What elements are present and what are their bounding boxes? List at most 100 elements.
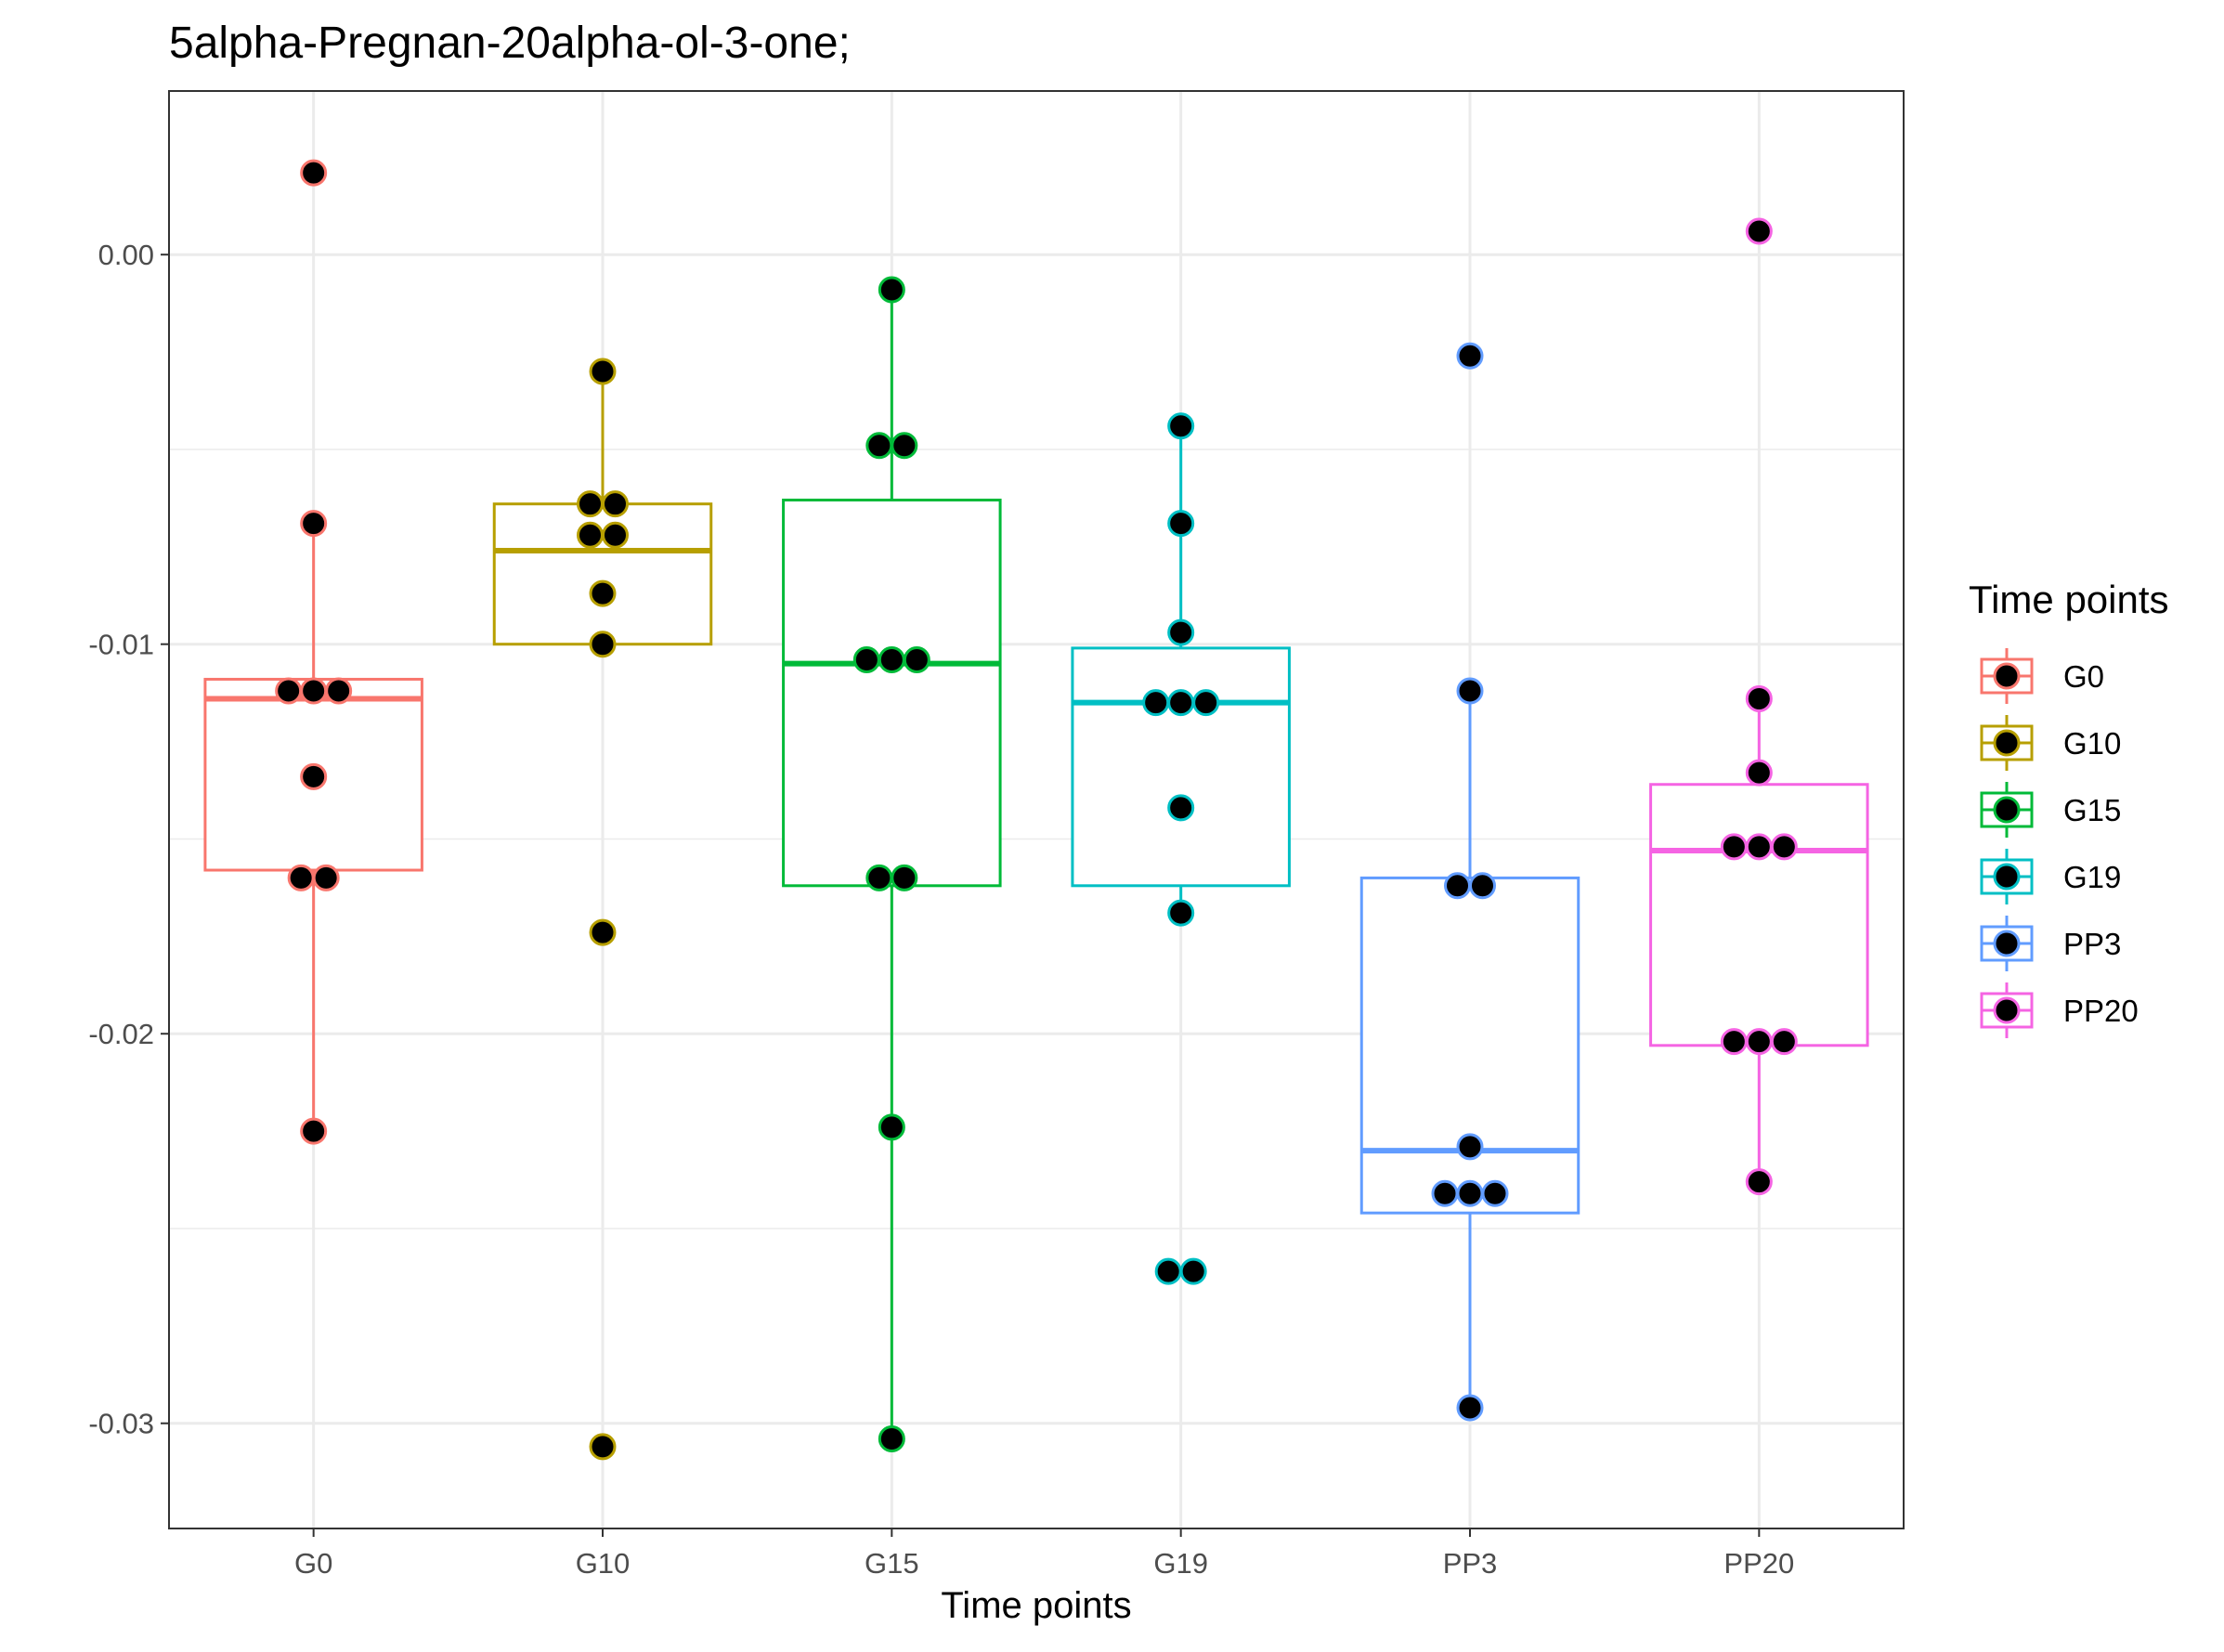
data-point-G19 xyxy=(1154,1257,1182,1285)
legend-label: G0 xyxy=(2063,659,2104,694)
data-point-PP20 xyxy=(1745,684,1773,712)
box-G15 xyxy=(782,289,1002,1439)
data-point-G19 xyxy=(1167,412,1195,440)
points xyxy=(275,159,1798,1461)
box-iqr xyxy=(1359,876,1580,1215)
data-point-G15 xyxy=(878,1425,905,1453)
data-point-G0 xyxy=(325,677,353,705)
data-point-G19 xyxy=(1167,689,1195,717)
data-point-G15 xyxy=(891,432,918,460)
legend-key-point xyxy=(1993,996,2021,1024)
data-point-G10 xyxy=(589,631,617,658)
data-point-G19 xyxy=(1167,618,1195,646)
data-point-G0 xyxy=(300,762,328,790)
data-point-G15 xyxy=(865,432,893,460)
legend: Time points G0 G10 G15 G19 PP3 PP20 xyxy=(1969,578,2169,1038)
legend-label: PP20 xyxy=(2063,994,2139,1028)
legend-item-G0: G0 xyxy=(1980,648,2104,704)
data-point-G10 xyxy=(589,918,617,946)
data-point-PP20 xyxy=(1745,1028,1773,1056)
data-point-G15 xyxy=(878,645,905,673)
data-point-G19 xyxy=(1179,1257,1207,1285)
data-point-G15 xyxy=(852,645,880,673)
legend-key-point xyxy=(1993,796,2021,824)
data-point-G0 xyxy=(275,677,303,705)
box-iqr xyxy=(1071,646,1291,888)
x-axis-ticks: G0 G10 G15 G19 PP3 PP20 xyxy=(294,1528,1794,1580)
legend-key-point xyxy=(1993,930,2021,957)
legend-label: G19 xyxy=(2063,860,2121,894)
y-tick-label: -0.01 xyxy=(88,629,154,661)
data-point-G10 xyxy=(589,358,617,385)
data-point-G0 xyxy=(287,864,315,891)
data-point-G15 xyxy=(878,1113,905,1141)
y-tick-label: 0.00 xyxy=(98,239,154,271)
legend-label: PP3 xyxy=(2063,927,2121,961)
data-point-PP20 xyxy=(1720,1028,1748,1056)
legend-key-point xyxy=(1993,863,2021,891)
data-point-PP3 xyxy=(1444,872,1471,900)
data-point-PP3 xyxy=(1456,1179,1484,1207)
data-point-G0 xyxy=(300,159,328,187)
legend-item-G19: G19 xyxy=(1980,849,2121,904)
box-G19 xyxy=(1071,425,1291,914)
data-point-PP20 xyxy=(1770,833,1798,861)
x-axis-label: Time points xyxy=(941,1585,1131,1626)
box-iqr xyxy=(1649,783,1869,1047)
data-point-G10 xyxy=(589,1433,617,1461)
data-point-G19 xyxy=(1167,794,1195,822)
data-point-PP3 xyxy=(1456,1133,1484,1161)
data-point-G10 xyxy=(602,521,629,549)
data-point-PP20 xyxy=(1745,759,1773,787)
x-tick-label: PP3 xyxy=(1443,1547,1498,1580)
y-axis-ticks: 0.00 -0.01 -0.02 -0.03 xyxy=(88,239,169,1440)
x-tick-label: PP20 xyxy=(1723,1547,1794,1580)
data-point-G0 xyxy=(300,677,328,705)
x-tick-label: G10 xyxy=(576,1547,631,1580)
data-point-G19 xyxy=(1167,899,1195,927)
y-tick-label: -0.02 xyxy=(88,1018,154,1050)
legend-title: Time points xyxy=(1969,578,2169,621)
data-point-PP20 xyxy=(1745,833,1773,861)
chart-title: 5alpha-Pregnan-20alpha-ol-3-one; xyxy=(169,19,851,68)
data-point-PP20 xyxy=(1770,1028,1798,1056)
box-iqr xyxy=(492,502,713,646)
data-point-G15 xyxy=(878,276,905,304)
legend-item-PP20: PP20 xyxy=(1980,982,2139,1038)
box-PP20 xyxy=(1649,698,1869,1182)
data-point-PP3 xyxy=(1456,677,1484,705)
data-point-G19 xyxy=(1142,689,1170,717)
box-iqr xyxy=(782,498,1002,888)
legend-label: G15 xyxy=(2063,793,2121,827)
legend-label: G10 xyxy=(2063,726,2121,761)
data-point-G10 xyxy=(577,490,604,518)
legend-key-point xyxy=(1993,662,2021,690)
data-point-PP20 xyxy=(1720,833,1748,861)
data-point-PP20 xyxy=(1745,1168,1773,1196)
legend-item-G15: G15 xyxy=(1980,782,2121,838)
data-point-G19 xyxy=(1167,510,1195,538)
y-tick-label: -0.03 xyxy=(88,1408,154,1440)
x-tick-label: G0 xyxy=(294,1547,332,1580)
data-point-G10 xyxy=(602,490,629,518)
data-point-G19 xyxy=(1192,689,1220,717)
box-G10 xyxy=(492,371,713,646)
x-tick-label: G15 xyxy=(865,1547,919,1580)
data-point-PP20 xyxy=(1745,217,1773,245)
data-point-G15 xyxy=(891,864,918,891)
data-point-PP3 xyxy=(1456,342,1484,370)
data-point-G10 xyxy=(589,579,617,607)
x-tick-label: G19 xyxy=(1153,1547,1208,1580)
data-point-PP3 xyxy=(1431,1179,1459,1207)
data-point-G0 xyxy=(300,1117,328,1145)
data-point-PP3 xyxy=(1456,1394,1484,1422)
plot-panel-border xyxy=(168,90,1905,1529)
data-point-PP3 xyxy=(1481,1179,1509,1207)
legend-key-point xyxy=(1993,729,2021,757)
data-point-G15 xyxy=(903,645,930,673)
data-point-G15 xyxy=(865,864,893,891)
data-point-G0 xyxy=(312,864,340,891)
data-point-PP3 xyxy=(1469,872,1496,900)
legend-item-PP3: PP3 xyxy=(1980,916,2121,971)
